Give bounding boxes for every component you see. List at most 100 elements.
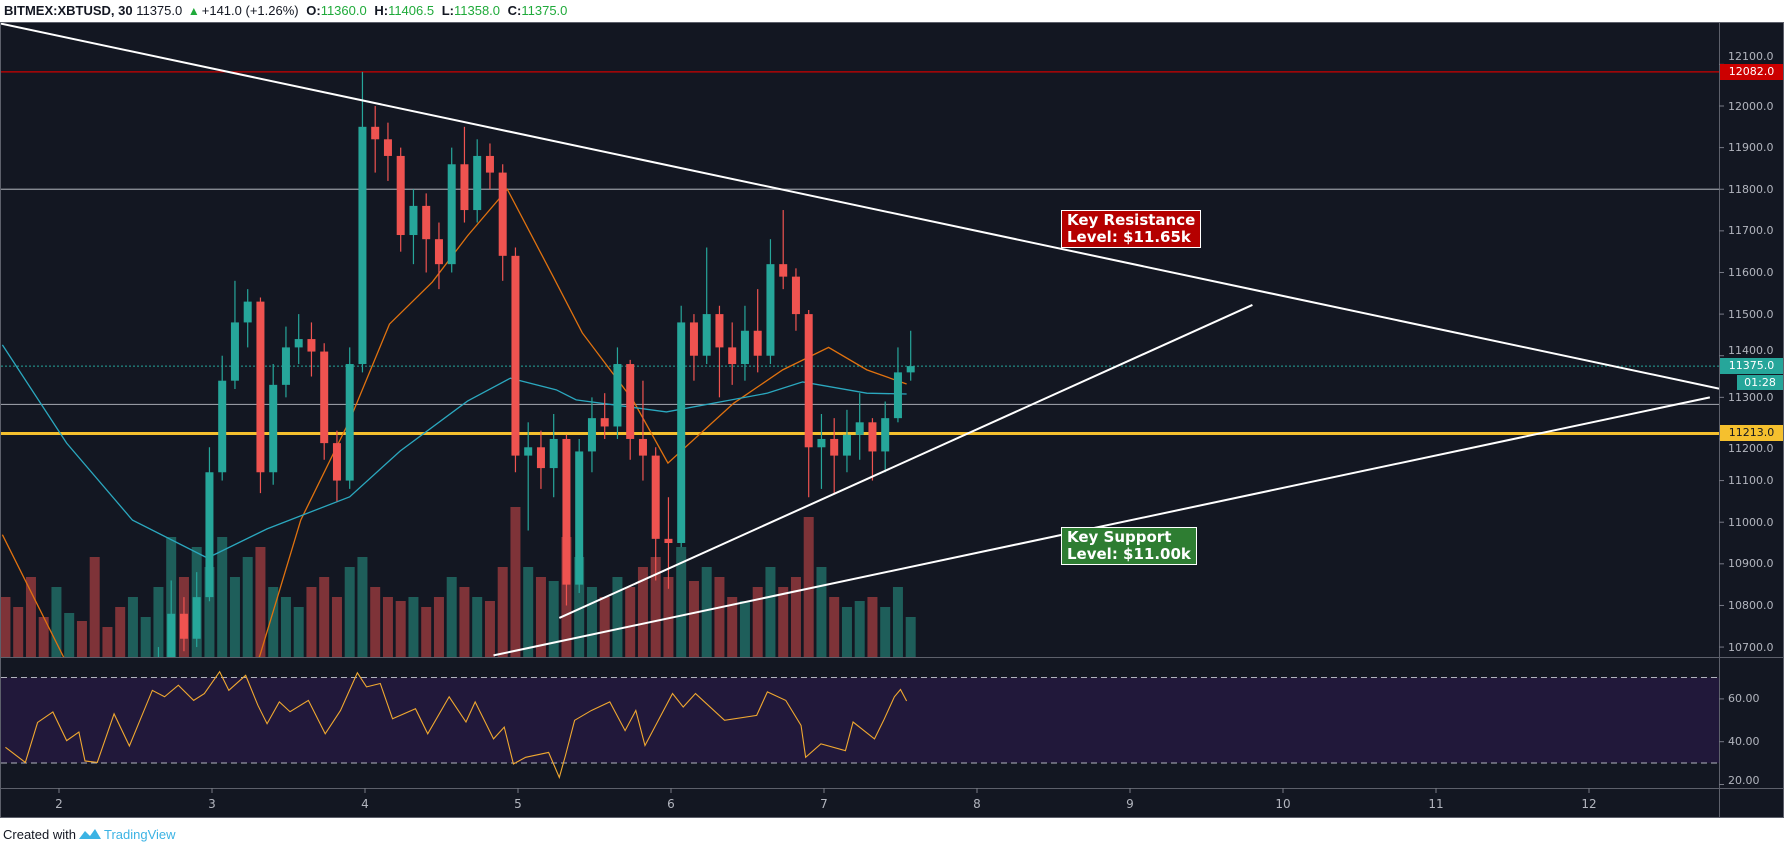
price-axis-label: 11900.0: [1728, 141, 1774, 155]
candle-body: [766, 264, 775, 356]
volume-bar: [255, 547, 266, 657]
volume-bar: [459, 587, 470, 657]
volume-bar: [115, 607, 126, 657]
candle-body: [562, 438, 571, 585]
candle-body: [243, 301, 252, 323]
candle-body: [753, 330, 762, 356]
volume-bar: [510, 507, 521, 657]
bar-countdown: 01:28: [1737, 375, 1783, 390]
key-support-annotation[interactable]: Key Support Level: $11.00k: [1061, 527, 1197, 565]
annotation-line: Level: $11.65k: [1067, 228, 1191, 246]
volume-bar: [51, 587, 62, 657]
volume-bar: [1, 597, 11, 657]
annotation-line: Key Support: [1067, 528, 1172, 546]
time-axis-label: 6: [667, 797, 675, 811]
volume-bar: [13, 607, 24, 657]
symbol-label: BITMEX:XBTUSD, 30: [4, 3, 133, 18]
volume-bar: [217, 537, 228, 657]
annotation-line: Key Resistance: [1067, 211, 1196, 229]
last-price-tag: 11375.0: [1720, 358, 1783, 374]
time-axis-label: 3: [208, 797, 216, 811]
candle-body: [320, 351, 329, 444]
candle-body: [498, 172, 507, 256]
price-axis-label: 11000.0: [1728, 515, 1774, 529]
volume-bar: [535, 577, 546, 657]
candle-body: [677, 322, 686, 544]
volume-bar: [319, 577, 330, 657]
candle-body: [626, 364, 635, 439]
candle-body: [817, 438, 826, 448]
candle-body: [664, 538, 673, 544]
time-axis-label: 11: [1428, 797, 1444, 811]
candle-body: [256, 301, 265, 473]
rsi-axis-label: 40.00: [1728, 735, 1760, 749]
volume-bar: [344, 567, 355, 657]
volume-bar: [127, 597, 138, 657]
volume-bar: [599, 597, 610, 657]
candle-body: [460, 164, 469, 211]
volume-bar: [140, 617, 151, 657]
price-axis-label: 11800.0: [1728, 182, 1774, 196]
volume-bar: [76, 621, 87, 657]
candle-body: [345, 364, 354, 481]
volume-bar: [229, 577, 240, 657]
created-with-label: Created with: [3, 826, 76, 842]
candle-body: [485, 155, 494, 173]
candle-body: [842, 434, 851, 456]
time-axis-label: 10: [1275, 797, 1291, 811]
up-triangle-icon: ▲: [187, 4, 200, 18]
candle-body: [332, 443, 341, 481]
candle-body: [422, 205, 431, 240]
candles: [157, 71, 915, 657]
trendlines[interactable]: [1, 23, 1719, 657]
moving-average-line: [1, 344, 907, 559]
volume-bar: [357, 557, 368, 657]
volume-bar: [548, 581, 559, 657]
volume-bar: [268, 587, 279, 657]
price-axis-label: 11300.0: [1728, 391, 1774, 404]
candle-body: [613, 364, 622, 427]
key-resistance-annotation[interactable]: Key Resistance Level: $11.65k: [1061, 210, 1202, 248]
high-label: H:: [374, 3, 389, 18]
candle-body: [728, 347, 737, 365]
open-value: 11360.0: [320, 3, 367, 18]
volume-bar: [497, 567, 508, 657]
volume-bar: [637, 567, 648, 657]
candle-body: [473, 155, 482, 211]
candle-body: [307, 339, 316, 352]
volume-bar: [829, 597, 840, 657]
time-axis-label: 4: [361, 797, 369, 811]
volume-bar: [293, 607, 304, 657]
time-axis-label: 12: [1581, 797, 1597, 811]
volume-bar: [663, 577, 674, 657]
candle-body: [371, 126, 380, 140]
volume-bar: [89, 557, 100, 657]
axis-ticks: [58, 63, 1724, 793]
volume-bar: [650, 557, 661, 657]
rsi-axis-label: 20.00: [1728, 774, 1760, 787]
time-axis-label: 8: [973, 797, 981, 811]
candle-body: [281, 347, 290, 385]
volume-bar: [816, 567, 827, 657]
volume-bar: [421, 607, 432, 657]
candle-body: [409, 205, 418, 236]
symbol-header: BITMEX:XBTUSD, 30 11375.0 ▲ +141.0 (+1.26…: [4, 1, 567, 21]
tradingview-brand[interactable]: TradingView: [103, 826, 176, 842]
price-axis-label: 10800.0: [1728, 598, 1774, 612]
volume-bar: [854, 601, 865, 657]
candle-body: [893, 372, 902, 419]
close-value: 11375.0: [521, 3, 568, 18]
price-axis-label: 12000.0: [1728, 99, 1774, 113]
volume-bar: [370, 587, 381, 657]
price-axis-label: 11600.0: [1728, 265, 1774, 279]
volume-bar: [446, 577, 457, 657]
low-label: L:: [441, 3, 454, 18]
low-value: 11358.0: [454, 3, 501, 18]
candle-body: [192, 597, 201, 639]
volume-bar: [803, 517, 814, 657]
volume-bar: [408, 597, 419, 657]
volume-bar: [25, 577, 36, 657]
candle-body: [549, 438, 558, 469]
time-axis-label: 2: [55, 797, 63, 811]
